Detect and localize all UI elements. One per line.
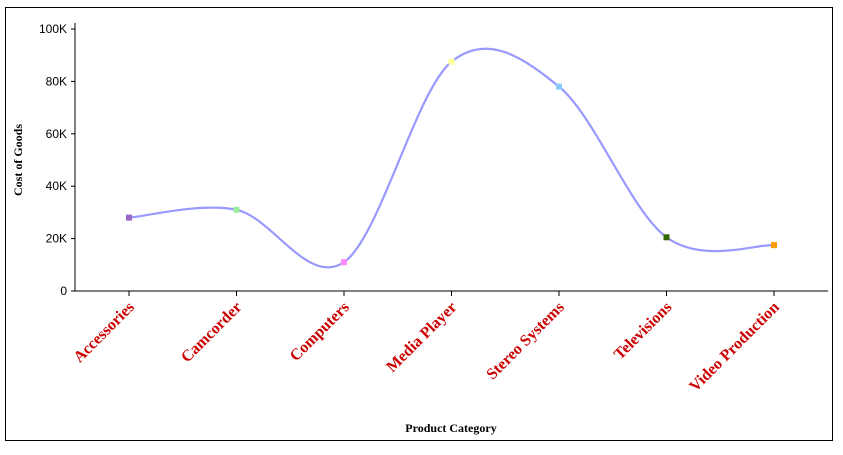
y-axis-title: Cost of Goods	[11, 124, 25, 196]
x-category-label: Accessories	[71, 299, 138, 366]
y-tick-label: 0	[60, 284, 67, 298]
data-point-marker	[448, 58, 455, 65]
x-category-label: Video Production	[686, 299, 783, 396]
data-point-marker	[341, 259, 347, 266]
x-axis: Accessories Camcorder Computers Media Playe…	[71, 290, 828, 396]
data-point-marker	[126, 214, 132, 221]
y-tick-label: 20K	[46, 232, 67, 246]
x-category-label: Stereo Systems	[483, 299, 567, 383]
y-tick-label: 100K	[39, 22, 67, 36]
data-point-marker	[663, 234, 670, 241]
data-point-marker	[771, 242, 777, 249]
series-line	[128, 47, 775, 269]
data-point-marker	[556, 83, 562, 90]
data-point-marker	[233, 206, 240, 213]
x-category-label: Computers	[287, 299, 353, 365]
x-category-label: Camcorder	[178, 299, 245, 366]
y-tick-label: 80K	[46, 74, 67, 88]
y-tick-label: 40K	[46, 179, 67, 193]
x-category-label: Televisions	[611, 299, 675, 363]
plot-area	[126, 47, 777, 269]
y-axis: 0 20K 40K 60K 80K 100K	[39, 22, 76, 298]
x-category-label: Media Player	[383, 299, 460, 376]
chart-frame	[5, 7, 833, 441]
x-axis-title: Product Category	[405, 421, 496, 435]
y-tick-label: 60K	[46, 127, 67, 141]
